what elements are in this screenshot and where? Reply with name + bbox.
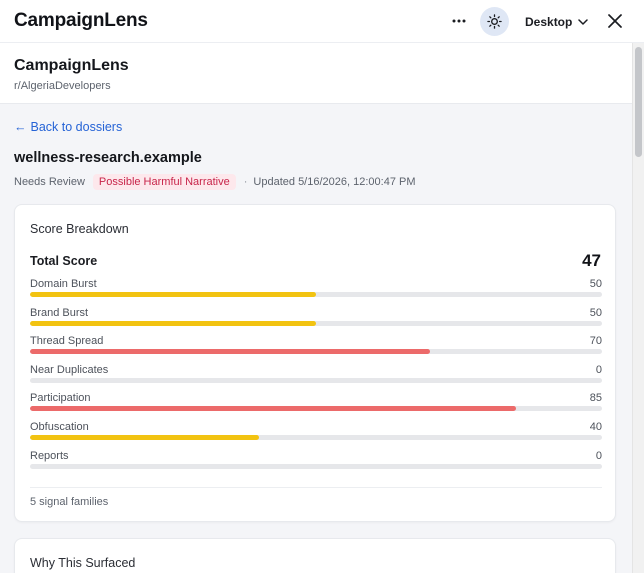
window-title: CampaignLens <box>14 10 148 31</box>
total-score-value: 47 <box>582 251 601 270</box>
score-metric-row: Reports 0 <box>30 450 602 474</box>
narrative-badge: Possible Harmful Narrative <box>92 174 236 190</box>
updated-timestamp: Updated 5/16/2026, 12:00:47 PM <box>253 176 416 188</box>
chevron-down-icon <box>578 19 589 25</box>
metric-bar-fill <box>30 292 316 297</box>
metric-label: Obfuscation <box>30 421 89 433</box>
metric-bar-fill <box>30 349 431 355</box>
back-to-dossiers-link[interactable]: ← Back to dossiers <box>14 120 122 134</box>
score-metric-row: Participation 85 <box>30 392 602 416</box>
app-header: CampaignLens r/AlgeriaDevelopers <box>0 43 632 104</box>
metric-value: 40 <box>589 421 602 433</box>
metric-value: 50 <box>589 278 602 290</box>
back-link-label: Back to dossiers <box>30 120 123 134</box>
device-select-label: Desktop <box>525 15 573 29</box>
card-divider <box>30 487 602 488</box>
metric-value: 70 <box>589 335 602 348</box>
score-metric-row: Near Duplicates 0 <box>30 364 602 388</box>
main-content: CampaignLens r/AlgeriaDevelopers ← Back … <box>0 43 632 573</box>
metric-bar-track <box>30 435 602 440</box>
more-options-button[interactable] <box>447 10 471 32</box>
metric-bar-track <box>30 349 602 355</box>
why-this-surfaced-card: Why This Surfaced <box>14 538 616 573</box>
close-icon <box>608 14 622 28</box>
meta-separator: · <box>243 176 248 188</box>
score-metric-row: Obfuscation 40 <box>30 421 602 445</box>
metric-bar-fill <box>30 320 316 326</box>
metric-bar-track <box>30 320 602 326</box>
metric-label: Brand Burst <box>30 306 89 319</box>
app-name: CampaignLens <box>14 57 129 74</box>
metric-bar-track <box>30 377 602 383</box>
metric-bar-fill <box>30 406 517 412</box>
metric-label: Reports <box>30 449 69 462</box>
signal-families-count: 5 signal families <box>30 496 109 508</box>
close-button[interactable] <box>604 10 626 32</box>
metric-label: Domain Burst <box>30 278 97 290</box>
scrollbar-thumb[interactable] <box>635 47 642 157</box>
metric-bar-fill <box>30 435 259 440</box>
score-metric-row: Thread Spread 70 <box>30 335 602 359</box>
scrollbar[interactable] <box>632 43 644 573</box>
metric-label: Participation <box>30 392 91 405</box>
metric-bar-track <box>30 406 602 412</box>
dossier-meta: Needs Review Possible Harmful Narrative … <box>14 173 416 191</box>
metric-value: 0 <box>595 449 602 462</box>
metric-label: Near Duplicates <box>30 363 109 376</box>
metric-value: 50 <box>589 306 602 319</box>
metric-label: Thread Spread <box>30 335 104 348</box>
score-metric-row: Domain Burst 50 <box>30 278 602 302</box>
score-breakdown-title: Score Breakdown <box>30 222 129 236</box>
metric-bar-track <box>30 292 602 297</box>
dossier-domain-title: wellness-research.example <box>14 150 202 166</box>
more-horizontal-icon <box>452 19 466 23</box>
metric-bar-track <box>30 463 602 469</box>
why-this-surfaced-title: Why This Surfaced <box>30 556 136 570</box>
window-title-bar: CampaignLens Desktop <box>0 0 644 43</box>
metric-value: 85 <box>589 392 602 405</box>
score-metric-row: Brand Burst 50 <box>30 307 602 331</box>
review-status: Needs Review <box>14 176 85 188</box>
device-select[interactable]: Desktop <box>525 13 589 31</box>
sun-icon <box>487 14 502 29</box>
arrow-left-icon: ← <box>14 120 27 134</box>
subreddit-name: r/AlgeriaDevelopers <box>14 80 111 92</box>
theme-toggle-button[interactable] <box>480 7 509 36</box>
total-score-label: Total Score <box>30 254 98 268</box>
score-breakdown-card: Score Breakdown Total Score 47 Domain Bu… <box>14 204 616 522</box>
metric-value: 0 <box>595 363 602 376</box>
